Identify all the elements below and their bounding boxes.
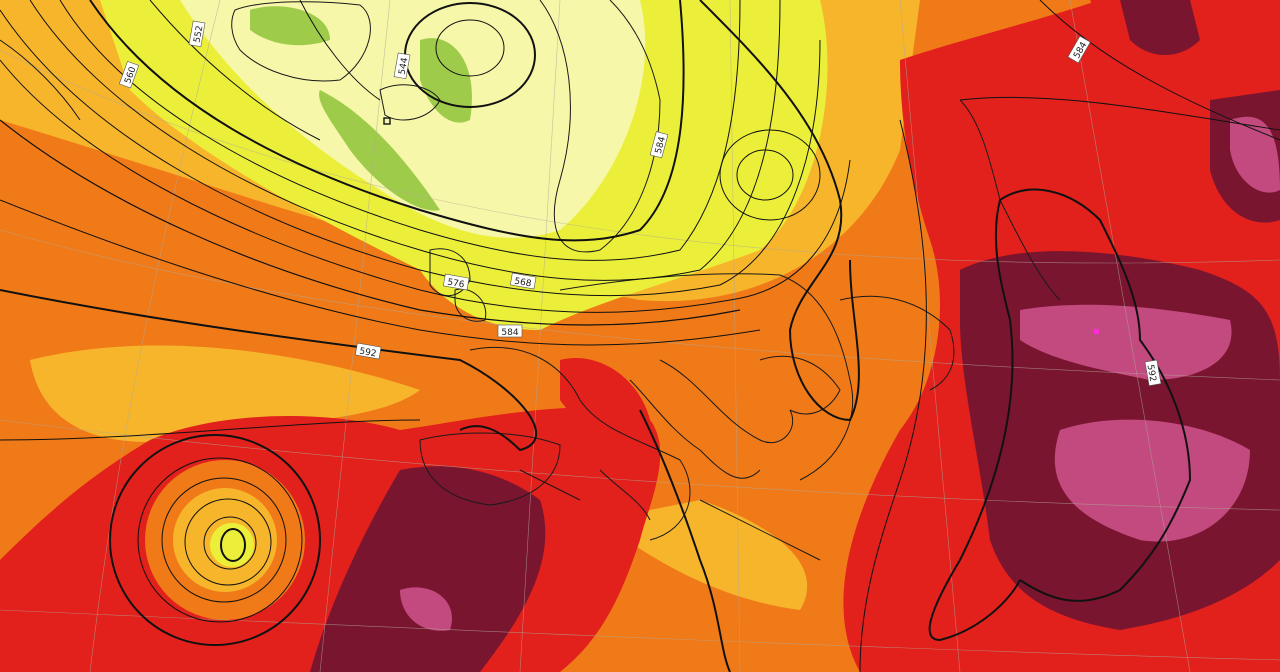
- svg-text:584: 584: [654, 135, 668, 154]
- isoline-label: 544: [393, 52, 411, 80]
- station-markers: [383, 117, 1099, 334]
- isoline-label: 592: [1145, 359, 1162, 387]
- isoline-labels: 552 560 568 576 584 592 544 584: [118, 20, 1162, 387]
- svg-text:552: 552: [193, 25, 206, 44]
- isoline-label: 592: [354, 342, 382, 360]
- isoline-label: 568: [509, 272, 537, 290]
- svg-text:592: 592: [1145, 364, 1158, 383]
- isoline-label: 584: [497, 324, 523, 338]
- svg-text:576: 576: [446, 278, 465, 291]
- svg-text:544: 544: [398, 57, 411, 76]
- svg-text:568: 568: [513, 277, 532, 290]
- isoline-label: 552: [188, 20, 206, 48]
- svg-text:584: 584: [501, 328, 518, 338]
- isoline-label: 584: [649, 131, 669, 159]
- svg-text:592: 592: [358, 347, 377, 360]
- isoline-label: 576: [442, 273, 470, 291]
